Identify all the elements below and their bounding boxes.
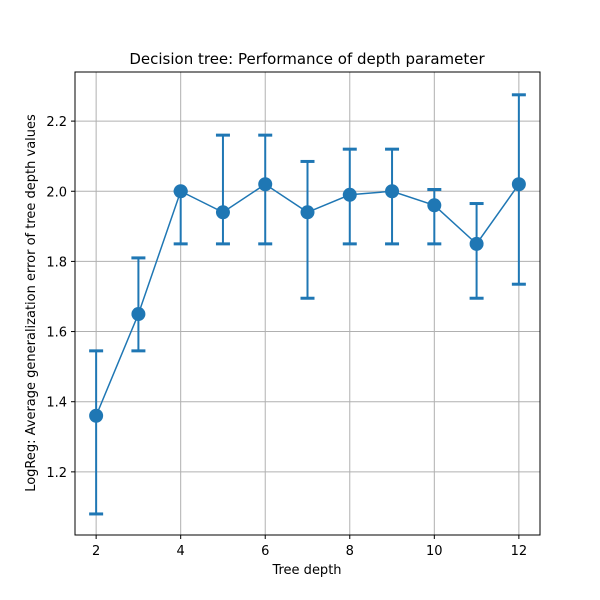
x-tick-label: 4 xyxy=(177,544,185,559)
y-tick-label: 2.2 xyxy=(46,115,67,130)
plot-frame xyxy=(74,71,541,536)
y-axis-label: LogReg: Average generalization error of … xyxy=(24,114,39,492)
x-axis-label: Tree depth xyxy=(271,563,341,578)
data-point xyxy=(173,184,188,199)
x-tick-label: 8 xyxy=(346,544,354,559)
data-point xyxy=(215,205,230,220)
data-point xyxy=(258,177,273,192)
data-point xyxy=(511,177,526,192)
series xyxy=(89,93,526,516)
y-tick-label: 2.0 xyxy=(46,185,67,200)
grid xyxy=(75,72,540,535)
x-tick-label: 2 xyxy=(92,544,100,559)
y-axis: 1.2 1.4 1.6 1.8 2.0 2.2 xyxy=(46,115,75,481)
chart-title: Decision tree: Performance of depth para… xyxy=(129,50,485,68)
data-point xyxy=(427,198,442,213)
data-point xyxy=(469,236,484,251)
x-axis: 2 4 6 8 10 12 xyxy=(92,535,527,559)
y-tick-label: 1.6 xyxy=(46,326,67,341)
data-point xyxy=(342,187,357,202)
y-tick-label: 1.2 xyxy=(46,466,67,481)
data-point xyxy=(89,408,104,423)
y-tick-label: 1.4 xyxy=(46,396,67,411)
x-tick-label: 12 xyxy=(511,544,528,559)
x-tick-label: 10 xyxy=(426,544,443,559)
data-point xyxy=(131,307,146,322)
y-tick-label: 1.8 xyxy=(46,255,67,270)
x-tick-label: 6 xyxy=(261,544,269,559)
data-point xyxy=(300,205,315,220)
data-point xyxy=(385,184,400,199)
